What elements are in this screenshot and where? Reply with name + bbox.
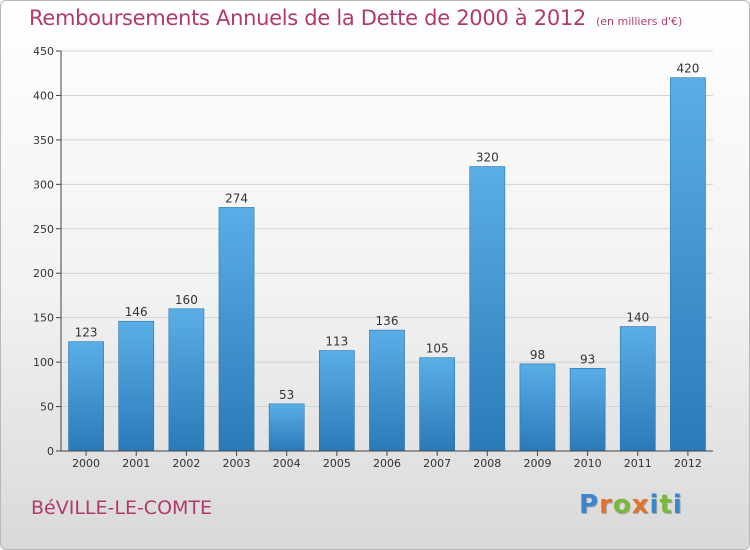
data-label: 140 bbox=[626, 311, 649, 325]
bars bbox=[68, 77, 706, 452]
labels: 0 50 100 150 200 250 300 350 400 450 123 2000 146 200… bbox=[33, 45, 702, 470]
y-tick-label: 400 bbox=[33, 89, 54, 102]
data-label: 160 bbox=[175, 293, 198, 307]
data-label: 113 bbox=[325, 335, 348, 349]
proxiti-logo-letter: x bbox=[631, 490, 650, 520]
proxiti-logo-letter: r bbox=[599, 490, 613, 520]
x-tick-label: 2004 bbox=[273, 457, 301, 470]
x-tick-label: 2001 bbox=[122, 457, 150, 470]
x-tick-label: 2005 bbox=[323, 457, 351, 470]
y-tick-label: 250 bbox=[33, 223, 54, 236]
data-label: 320 bbox=[476, 151, 499, 165]
bar bbox=[268, 403, 305, 452]
chart-title-text: Remboursements Annuels de la Dette de 20… bbox=[29, 6, 586, 30]
x-tick-label: 2011 bbox=[624, 457, 652, 470]
bar bbox=[519, 363, 556, 452]
x-tick-label: 2008 bbox=[473, 457, 501, 470]
y-tick-label: 0 bbox=[47, 445, 54, 458]
proxiti-logo-letter: i bbox=[649, 490, 660, 520]
data-label: 53 bbox=[279, 388, 294, 402]
chart-unit: (en milliers d'€) bbox=[596, 15, 683, 28]
proxiti-logo[interactable]: Proxiti bbox=[579, 490, 683, 520]
y-tick-label: 300 bbox=[33, 178, 54, 191]
proxiti-logo-letter: i bbox=[672, 490, 683, 520]
proxiti-logo-letter: P bbox=[579, 490, 600, 520]
x-tick-label: 2009 bbox=[523, 457, 551, 470]
data-label: 123 bbox=[75, 326, 98, 340]
data-label: 105 bbox=[426, 342, 449, 356]
data-label: 420 bbox=[676, 62, 699, 76]
chart-title: Remboursements Annuels de la Dette de 20… bbox=[29, 6, 682, 30]
proxiti-logo-letter: t bbox=[659, 490, 673, 520]
x-tick-label: 2003 bbox=[223, 457, 251, 470]
x-tick-label: 2002 bbox=[172, 457, 200, 470]
x-tick-label: 2006 bbox=[373, 457, 401, 470]
y-tick-label: 150 bbox=[33, 312, 54, 325]
x-tick-label: 2007 bbox=[423, 457, 451, 470]
x-tick-label: 2000 bbox=[72, 457, 100, 470]
bar bbox=[68, 341, 104, 452]
bar bbox=[218, 207, 255, 452]
bar bbox=[168, 308, 205, 452]
bar bbox=[569, 368, 606, 452]
bar bbox=[118, 320, 155, 452]
town-name: BéVILLE-LE-COMTE bbox=[31, 497, 213, 519]
bar bbox=[469, 166, 506, 452]
x-tick-label: 2012 bbox=[674, 457, 702, 470]
data-label: 274 bbox=[225, 191, 248, 205]
bar bbox=[619, 326, 656, 452]
y-tick-label: 100 bbox=[33, 356, 54, 369]
bar bbox=[670, 77, 706, 452]
bar bbox=[419, 357, 456, 452]
y-tick-label: 350 bbox=[33, 134, 54, 147]
data-label: 93 bbox=[580, 352, 595, 366]
data-label: 98 bbox=[530, 348, 545, 362]
x-tick-label: 2010 bbox=[574, 457, 602, 470]
bar bbox=[369, 329, 405, 452]
data-label: 146 bbox=[125, 305, 148, 319]
bar bbox=[318, 350, 355, 452]
data-label: 136 bbox=[376, 314, 399, 328]
axes bbox=[56, 50, 713, 456]
y-tick-label: 200 bbox=[33, 267, 54, 280]
y-tick-label: 450 bbox=[33, 45, 54, 58]
proxiti-logo-letter: o bbox=[612, 490, 632, 520]
y-tick-label: 50 bbox=[40, 401, 54, 414]
